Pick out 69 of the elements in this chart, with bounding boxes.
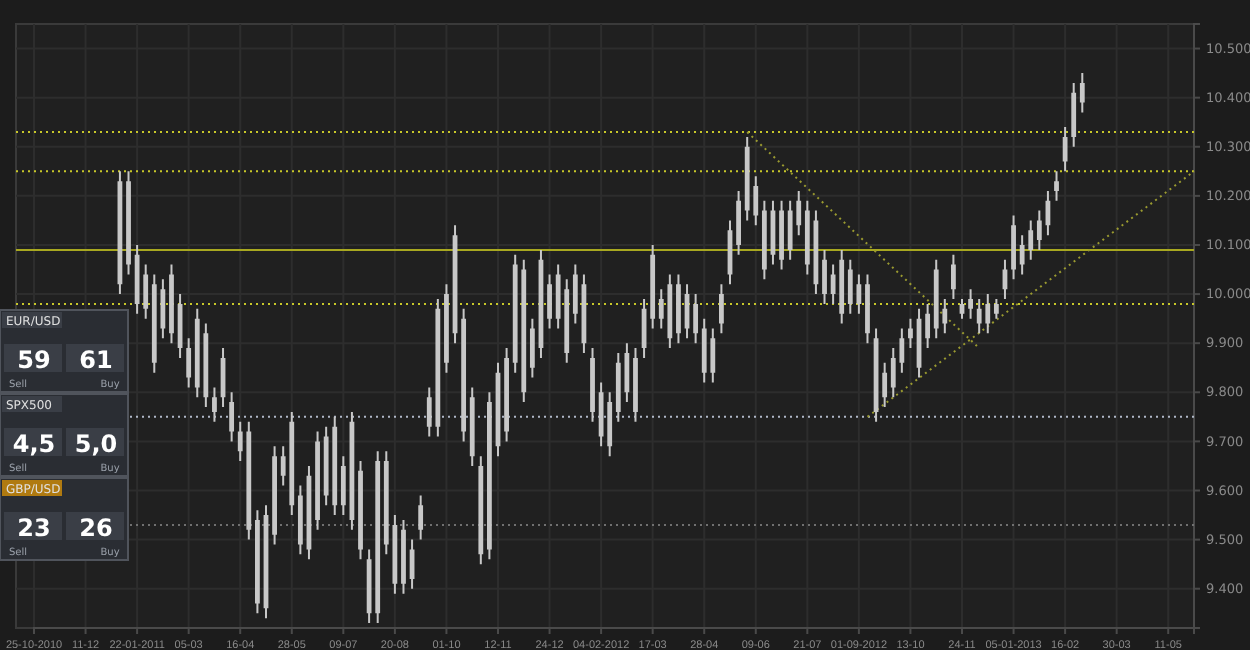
candlestick [744,136,750,221]
candlestick [968,289,973,319]
candlestick [272,446,277,545]
candlestick [289,411,295,516]
candlestick [985,294,991,334]
candlestick [882,362,888,408]
candlestick [959,298,965,319]
annotation: 23 [17,514,51,542]
candlestick [246,421,252,540]
annotation: 5,0 [74,430,118,458]
candlestick [297,485,303,555]
candlestick [1054,171,1059,201]
candlestick [151,274,157,373]
candlestick [736,190,741,255]
candlestick [976,298,982,334]
candlestick [1079,73,1085,113]
candlestick [358,461,363,560]
candlestick [1036,210,1042,250]
candlestick [572,264,578,324]
candlestick [255,510,260,614]
candlestick [229,392,235,442]
annotation: 61 [79,346,113,374]
candlestick [418,495,424,540]
candlestick [126,171,131,275]
candlestick [375,451,381,624]
candlestick [693,294,699,344]
candlestick [444,284,449,373]
candlestick [822,249,827,304]
candlestick [804,200,810,275]
candlestick [1011,215,1016,280]
candlestick [839,249,845,324]
candlestick [590,348,595,422]
candlestick [134,244,140,314]
candlestick [529,318,535,378]
candlestick [478,456,484,565]
candlestick [650,244,656,329]
candlestick [1071,82,1077,147]
candlestick [504,348,509,442]
candlestick [951,254,956,299]
candlestick [925,303,931,349]
candlestick [487,392,492,560]
candlestick [435,298,441,437]
annotation: 59 [17,346,51,374]
candlestick [169,264,174,344]
candlestick [933,259,939,339]
annotation: 26 [79,514,113,542]
candlestick [315,431,320,530]
candlestick [521,259,527,403]
candlestick [667,274,673,349]
candlestick [212,387,217,422]
candlestick [401,519,406,594]
candlestick [1062,127,1068,172]
candlestick [908,318,913,349]
candlestick [461,308,467,442]
candlestick [719,284,724,334]
candlestick [332,416,338,516]
candlestick [547,274,552,329]
candlestick [469,387,475,466]
candlestick [993,298,999,319]
candlestick [847,259,853,314]
candlestick [865,274,870,344]
candlestick [186,338,192,388]
candlestick [779,200,784,270]
candlestick [633,348,638,422]
candlestick [761,200,767,280]
candlestick [701,318,707,383]
annotation: 4,5 [12,430,56,458]
candlestick [676,274,681,344]
candlestick [340,456,346,516]
